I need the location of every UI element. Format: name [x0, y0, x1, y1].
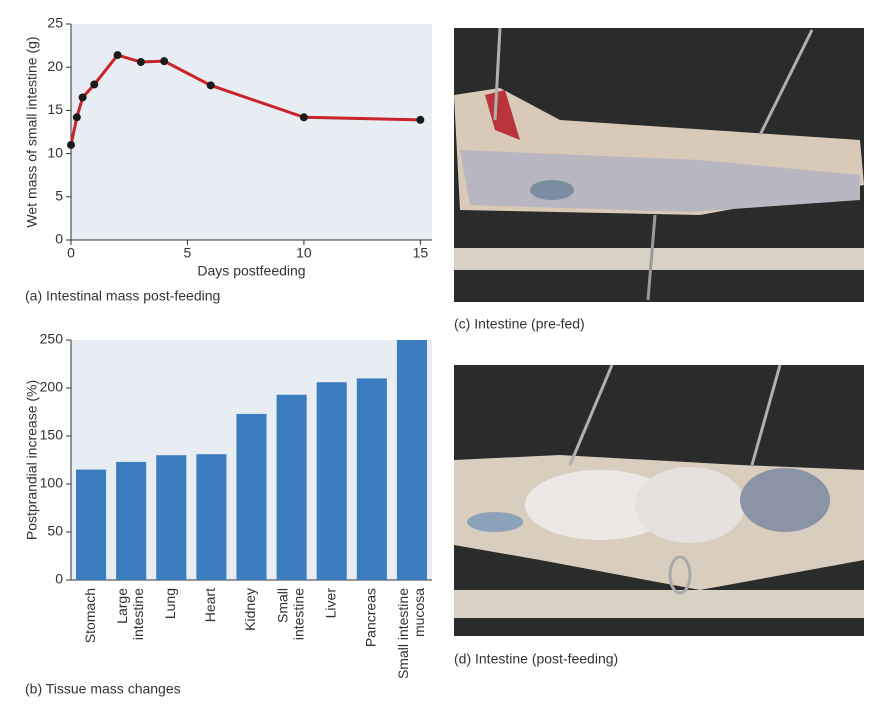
data-point	[160, 57, 169, 66]
x-tick-label: Pancreas	[363, 588, 379, 647]
x-tick-label: Small intestinemucosa	[395, 588, 427, 679]
y-tick-label: 250	[40, 331, 64, 347]
y-tick-label: 50	[47, 523, 63, 539]
data-point	[90, 80, 99, 89]
bar	[236, 413, 267, 580]
chart-title: (b) Tissue mass changes	[25, 681, 181, 697]
bar	[316, 382, 347, 580]
chart-title: (a) Intestinal mass post-feeding	[25, 288, 220, 304]
y-axis-label: Postprandial increase (%)	[24, 380, 40, 540]
y-tick-label: 25	[47, 15, 63, 31]
data-point	[67, 140, 75, 149]
x-tick-label: Stomach	[82, 588, 98, 643]
y-tick-label: 20	[47, 58, 63, 74]
photo-pre-fed	[454, 27, 864, 302]
x-tick-label: 15	[413, 245, 429, 261]
data-point	[78, 93, 87, 102]
x-tick-label: 10	[296, 245, 312, 261]
y-tick-label: 10	[47, 144, 63, 160]
data-point	[72, 113, 81, 122]
x-tick-label: Heart	[202, 588, 218, 622]
bar	[276, 394, 307, 580]
data-point	[206, 81, 215, 90]
x-tick-label: Lung	[162, 588, 178, 619]
photo-caption: (d) Intestine (post-feeding)	[454, 651, 618, 667]
photo-caption: (c) Intestine (pre-fed)	[454, 316, 585, 332]
x-axis-label: Days postfeeding	[197, 263, 305, 279]
y-tick-label: 200	[40, 379, 64, 395]
y-tick-label: 0	[55, 571, 63, 587]
bar	[356, 378, 387, 580]
data-point	[136, 58, 145, 67]
x-tick-label: Largeintestine	[114, 588, 146, 640]
y-tick-label: 150	[40, 427, 64, 443]
data-point	[113, 51, 122, 60]
y-tick-label: 15	[47, 101, 63, 117]
x-tick-label: 0	[67, 245, 75, 261]
x-tick-label: 5	[184, 245, 192, 261]
y-tick-label: 5	[55, 188, 63, 204]
x-tick-label: Smallintestine	[274, 588, 306, 640]
photo-post-feeding	[454, 364, 864, 636]
y-axis-label: Wet mass of small intestine (g)	[24, 36, 40, 227]
data-point	[299, 113, 308, 122]
data-point	[416, 115, 425, 124]
bar	[156, 455, 187, 580]
x-tick-label: Kidney	[242, 588, 258, 631]
bar	[196, 454, 227, 580]
bar	[396, 340, 427, 580]
x-tick-label: Liver	[322, 588, 338, 619]
y-tick-label: 100	[40, 475, 64, 491]
bar	[116, 461, 147, 580]
data-line	[69, 53, 421, 146]
y-tick-label: 0	[55, 231, 63, 247]
bar	[76, 469, 107, 580]
